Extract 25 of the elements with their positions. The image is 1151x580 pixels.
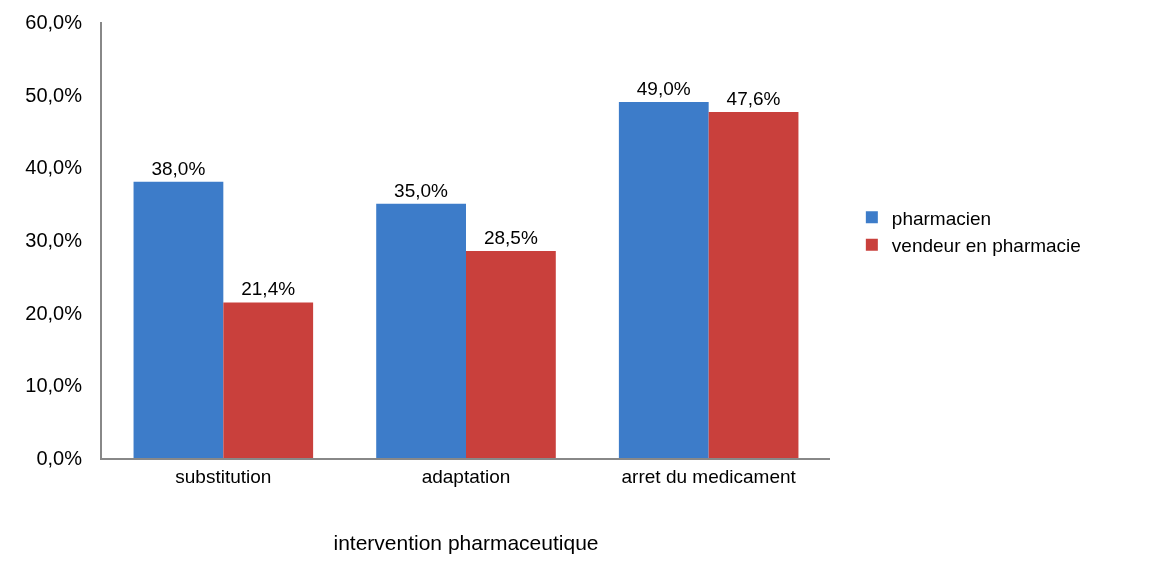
legend-label: pharmacien [891,207,992,229]
data-label: 38,0% [151,157,206,179]
bar [466,250,556,458]
data-label: 49,0% [636,77,691,99]
x-tick-label: adaptation [421,465,511,487]
data-label: 47,6% [726,88,781,110]
x-tick-label: substitution [175,465,272,487]
data-label: 35,0% [394,179,449,201]
y-tick-label: 0,0% [36,447,83,469]
bar [133,181,224,458]
y-tick-label: 60,0% [25,11,83,33]
y-tick-label: 10,0% [25,374,83,397]
bar [376,203,466,458]
bar [223,302,314,458]
bar [708,112,799,458]
data-label: 21,4% [241,278,296,300]
y-tick-label: 40,0% [25,156,83,179]
y-tick-label: 20,0% [25,301,83,324]
bar [618,101,709,458]
legend-label: vendeur en pharmacie [891,235,1081,257]
data-label: 28,5% [483,226,538,248]
x-axis-title: intervention pharmaceutique [333,531,599,555]
y-tick-label: 50,0% [25,83,83,106]
x-tick-label: arret du medicament [621,465,797,487]
y-tick-label: 30,0% [25,229,83,251]
